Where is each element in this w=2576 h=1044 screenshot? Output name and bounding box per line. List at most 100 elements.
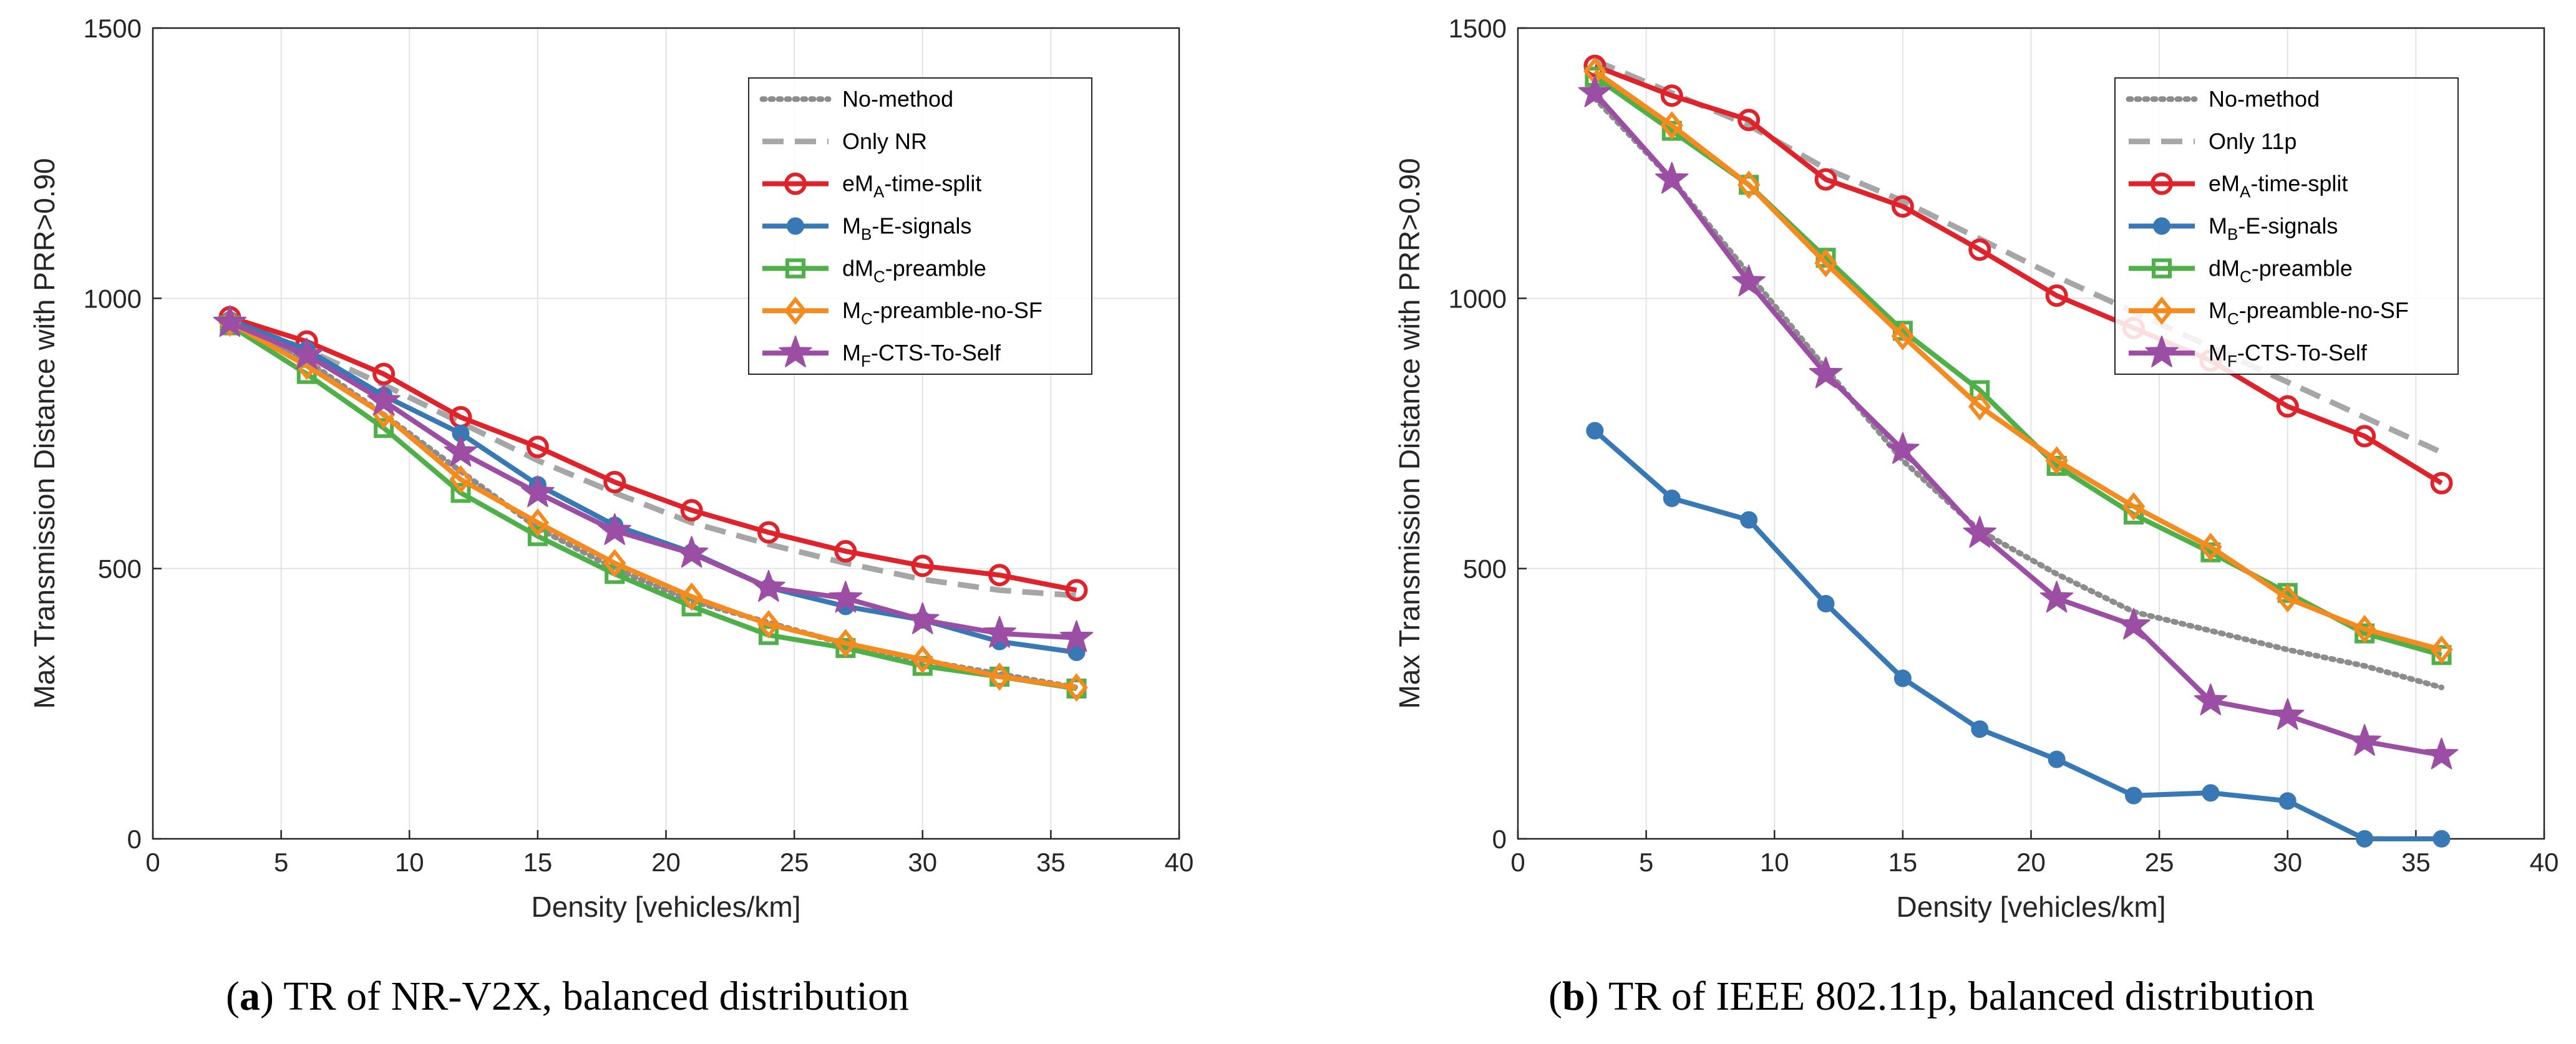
data-point bbox=[674, 536, 709, 568]
data-point bbox=[829, 581, 863, 613]
legend-marker bbox=[784, 172, 807, 195]
data-point bbox=[372, 362, 396, 385]
legend-label: Only NR bbox=[842, 128, 927, 154]
legend-label: No-method bbox=[842, 86, 953, 112]
legend-label-base: M bbox=[2209, 213, 2227, 239]
legend-label: dMC-preamble bbox=[842, 255, 986, 286]
data-point bbox=[1065, 579, 1088, 602]
chart-b: 0 5 10 15 20 25 30 35 40 0 500 1000 1500 Density [veh… bbox=[1393, 14, 2559, 923]
data-point bbox=[526, 508, 550, 537]
data-point bbox=[2199, 533, 2222, 561]
data-point bbox=[2348, 724, 2381, 756]
data-point bbox=[1059, 620, 1094, 652]
data-point bbox=[2117, 607, 2151, 640]
data-point bbox=[757, 521, 780, 544]
data-point bbox=[521, 475, 555, 508]
data-point bbox=[834, 539, 857, 563]
x-tick-label: 30 bbox=[2273, 848, 2302, 877]
data-point bbox=[374, 418, 394, 438]
data-point bbox=[2356, 830, 2374, 848]
legend-label-base: dM bbox=[2209, 255, 2240, 281]
legend-item: dMC-preamble bbox=[762, 255, 986, 286]
data-point bbox=[1809, 356, 1843, 389]
legend-label-subscript: C bbox=[861, 309, 873, 328]
data-point bbox=[367, 384, 401, 415]
legend-label-suffix: -E-signals bbox=[872, 213, 971, 239]
x-tick-label: 35 bbox=[1036, 848, 1066, 877]
legend-label: MC-preamble-no-SF bbox=[2209, 297, 2409, 328]
data-point bbox=[1814, 249, 1837, 278]
legend-label: No-method bbox=[2209, 86, 2320, 112]
data-point bbox=[2278, 792, 2297, 810]
series-MF-CTS-To-Self bbox=[1578, 75, 2459, 770]
legend-label: eMA-time-split bbox=[2209, 171, 2348, 201]
caption-a-text: TR of NR-V2X, balanced distribution bbox=[283, 974, 909, 1019]
legend-item: eMA-time-split bbox=[2129, 171, 2348, 201]
data-point bbox=[757, 610, 780, 639]
x-tick-label: 30 bbox=[908, 848, 937, 877]
data-point bbox=[290, 337, 324, 370]
data-point bbox=[988, 564, 1011, 587]
legend-label-subscript: C bbox=[2240, 267, 2252, 286]
data-point bbox=[2271, 698, 2305, 730]
legend-label-suffix: -preamble bbox=[2252, 255, 2353, 281]
data-point bbox=[2276, 584, 2299, 613]
legend-item: dMC-preamble bbox=[2129, 255, 2353, 286]
legend-label: MB-E-signals bbox=[842, 213, 971, 244]
legend-marker bbox=[785, 258, 805, 279]
y-tick-label: 1000 bbox=[84, 284, 142, 313]
x-tick-label: 15 bbox=[1888, 848, 1918, 877]
x-tick-label: 10 bbox=[395, 848, 424, 877]
series-Only 11p bbox=[1593, 57, 2443, 455]
legend-item: MC-preamble-no-SF bbox=[762, 296, 1043, 328]
x-tick-label: 5 bbox=[274, 848, 288, 877]
legend-marker bbox=[784, 296, 807, 326]
legend-label-suffix: -preamble bbox=[885, 255, 986, 281]
data-point bbox=[911, 554, 934, 578]
data-point bbox=[2122, 492, 2146, 521]
caption-b-letter: b bbox=[1562, 974, 1585, 1019]
y-axis-label: Max Transmission Distance with PRR>0.90 bbox=[28, 158, 61, 708]
legend-marker bbox=[2153, 217, 2170, 235]
data-point bbox=[2433, 830, 2451, 848]
legend-label-base: M bbox=[842, 340, 861, 365]
legend-label-base: eM bbox=[2209, 171, 2240, 196]
x-tick-label: 0 bbox=[1510, 848, 1525, 877]
legend-marker bbox=[787, 217, 804, 235]
y-tick-label: 1000 bbox=[1449, 284, 1507, 313]
data-point bbox=[1586, 422, 1604, 440]
data-point bbox=[983, 616, 1016, 648]
legend-label-subscript: F bbox=[861, 352, 871, 370]
series-MF-CTS-To-Self bbox=[213, 305, 1094, 652]
x-tick-label: 40 bbox=[1165, 848, 1194, 877]
data-point bbox=[1970, 380, 1990, 400]
series-line bbox=[1592, 95, 2444, 690]
data-point bbox=[2202, 784, 2220, 802]
data-point bbox=[1817, 595, 1835, 612]
data-point bbox=[2045, 446, 2068, 475]
data-point bbox=[1578, 75, 1612, 107]
data-point bbox=[1663, 490, 1681, 507]
series-line bbox=[1593, 69, 2442, 652]
data-point bbox=[1740, 511, 1758, 529]
series-No-method bbox=[1592, 95, 2444, 690]
legend-label: MF-CTS-To-Self bbox=[2209, 340, 2368, 370]
legend-item: MB-E-signals bbox=[2129, 213, 2338, 244]
data-point bbox=[1886, 432, 1920, 464]
legend-label: MC-preamble-no-SF bbox=[842, 297, 1043, 328]
data-point bbox=[2194, 684, 2228, 715]
data-point bbox=[449, 465, 472, 494]
legend-label-suffix: -E-signals bbox=[2238, 213, 2338, 239]
x-axis-label: Density [vehicles/km] bbox=[531, 891, 800, 923]
data-point bbox=[2430, 635, 2453, 664]
data-point bbox=[1968, 392, 1991, 421]
x-tick-label: 0 bbox=[145, 848, 160, 877]
data-point bbox=[2424, 737, 2459, 770]
legend-marker bbox=[2151, 172, 2173, 195]
data-point bbox=[213, 305, 247, 337]
data-point bbox=[759, 625, 779, 645]
x-tick-label: 5 bbox=[1639, 848, 1653, 877]
series-line bbox=[228, 323, 1077, 692]
legend-item: No-method bbox=[759, 86, 953, 112]
x-tick-label: 10 bbox=[1760, 848, 1789, 877]
